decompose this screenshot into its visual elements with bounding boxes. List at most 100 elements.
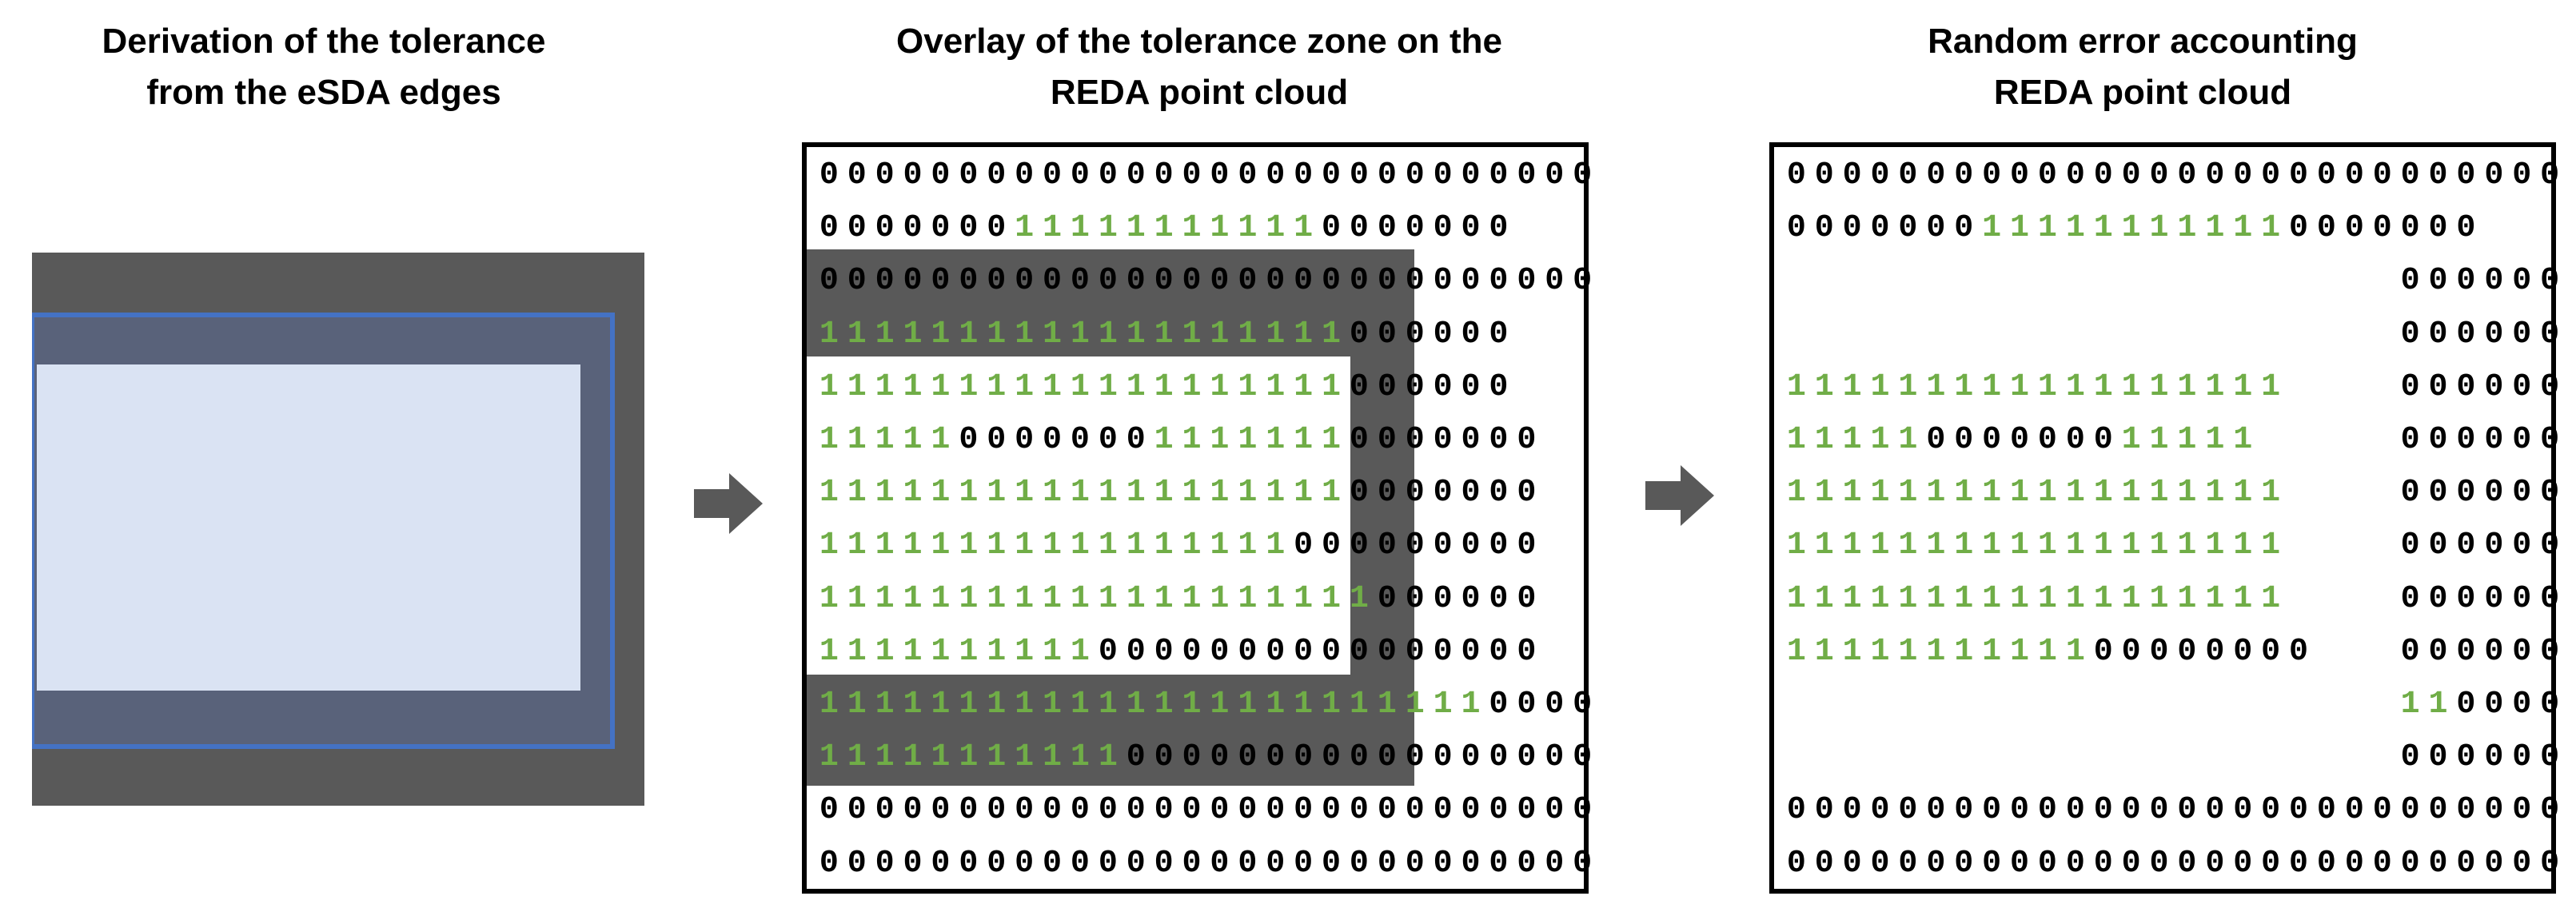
point-one: 1	[1322, 422, 1342, 458]
point-one: 1	[931, 633, 951, 670]
point-one: 1	[1870, 368, 1890, 405]
point-zero: 0	[875, 210, 895, 247]
point-zero: 0	[2484, 475, 2504, 512]
point-one: 1	[1154, 475, 1174, 512]
point-zero: 0	[1489, 687, 1509, 723]
point-zero: 0	[1070, 157, 1090, 193]
point-zero: 0	[1545, 687, 1565, 723]
point-one: 1	[2149, 368, 2169, 405]
point-zero: 0	[1433, 263, 1453, 300]
point-one: 1	[875, 422, 895, 458]
point-one: 1	[1210, 210, 1230, 247]
point-zero: 0	[1489, 422, 1509, 458]
point-zero: 0	[2400, 528, 2420, 564]
point-zero: 0	[1433, 845, 1453, 882]
point-zero: 0	[1322, 792, 1342, 829]
point-zero: 0	[2540, 263, 2560, 300]
point-zero: 0	[2512, 633, 2532, 670]
point-one: 1	[875, 633, 895, 670]
point-one: 1	[1154, 210, 1174, 247]
point-one: 1	[2261, 528, 2281, 564]
point-one: 1	[1210, 475, 1230, 512]
point-zero: 0	[2456, 475, 2476, 512]
point-zero: 0	[2065, 792, 2085, 829]
point-one: 1	[1322, 368, 1342, 405]
point-one: 1	[2010, 528, 2030, 564]
point-zero: 0	[819, 792, 839, 829]
point-zero: 0	[1154, 157, 1174, 193]
point-zero: 0	[1898, 210, 1918, 247]
point-zero: 0	[2400, 210, 2420, 247]
point-one: 1	[875, 368, 895, 405]
point-zero: 0	[1461, 845, 1481, 882]
point-zero: 0	[2484, 316, 2504, 352]
point-one: 1	[1266, 422, 1286, 458]
point-zero: 0	[959, 157, 979, 193]
point-zero: 0	[1842, 845, 1862, 882]
point-zero: 0	[1489, 263, 1509, 300]
point-one: 1	[931, 368, 951, 405]
point-zero: 0	[1814, 210, 1834, 247]
point-zero: 0	[847, 792, 867, 829]
point-zero: 0	[2428, 475, 2448, 512]
point-zero: 0	[2456, 845, 2476, 882]
point-zero: 0	[2372, 792, 2392, 829]
point-zero: 0	[2428, 845, 2448, 882]
point-one: 1	[1238, 316, 1258, 352]
point-zero: 0	[2233, 633, 2253, 670]
point-one: 1	[1154, 422, 1174, 458]
point-zero: 0	[1405, 528, 1425, 564]
inner-region	[37, 364, 580, 691]
point-one: 1	[959, 633, 979, 670]
point-zero: 0	[2456, 580, 2476, 617]
point-zero: 0	[2093, 157, 2113, 193]
point-one: 1	[1786, 422, 1806, 458]
point-one: 1	[1982, 633, 2002, 670]
point-zero: 0	[2344, 845, 2364, 882]
point-zero: 0	[2540, 368, 2560, 405]
point-one: 1	[2233, 580, 2253, 617]
point-one: 1	[1210, 687, 1230, 723]
point-zero: 0	[1461, 792, 1481, 829]
point-one: 1	[1786, 580, 1806, 617]
point-one: 1	[1982, 210, 2002, 247]
point-zero: 0	[1015, 845, 1035, 882]
point-zero: 0	[1489, 633, 1509, 670]
point-zero: 0	[1322, 157, 1342, 193]
point-zero: 0	[2428, 368, 2448, 405]
point-one: 1	[987, 687, 1007, 723]
point-one: 1	[2037, 633, 2057, 670]
point-one: 1	[1814, 633, 1834, 670]
point-zero: 0	[819, 157, 839, 193]
point-zero: 0	[2177, 792, 2197, 829]
point-zero: 0	[1954, 157, 1974, 193]
point-zero: 0	[1405, 845, 1425, 882]
point-zero: 0	[2484, 580, 2504, 617]
panel3-title-line2: REDA point cloud	[1993, 73, 2292, 112]
point-one: 1	[2205, 210, 2225, 247]
point-zero: 0	[2121, 633, 2141, 670]
point-one: 1	[1898, 422, 1918, 458]
point-one: 1	[1786, 528, 1806, 564]
point-zero: 0	[1322, 528, 1342, 564]
point-zero: 0	[1842, 157, 1862, 193]
point-one: 1	[2093, 368, 2113, 405]
point-one: 1	[987, 739, 1007, 776]
point-one: 1	[1126, 475, 1146, 512]
point-zero: 0	[1405, 157, 1425, 193]
point-zero: 0	[1015, 263, 1035, 300]
point-one: 1	[1266, 580, 1286, 617]
point-zero: 0	[1015, 792, 1035, 829]
point-zero: 0	[1154, 845, 1174, 882]
point-one: 1	[2149, 475, 2169, 512]
point-one: 1	[819, 580, 839, 617]
point-one: 1	[847, 368, 867, 405]
point-one: 1	[1098, 528, 1118, 564]
point-zero: 0	[959, 422, 979, 458]
point-zero: 0	[1573, 687, 1593, 723]
point-zero: 0	[1266, 157, 1286, 193]
point-zero: 0	[1870, 210, 1890, 247]
point-one: 1	[875, 528, 895, 564]
